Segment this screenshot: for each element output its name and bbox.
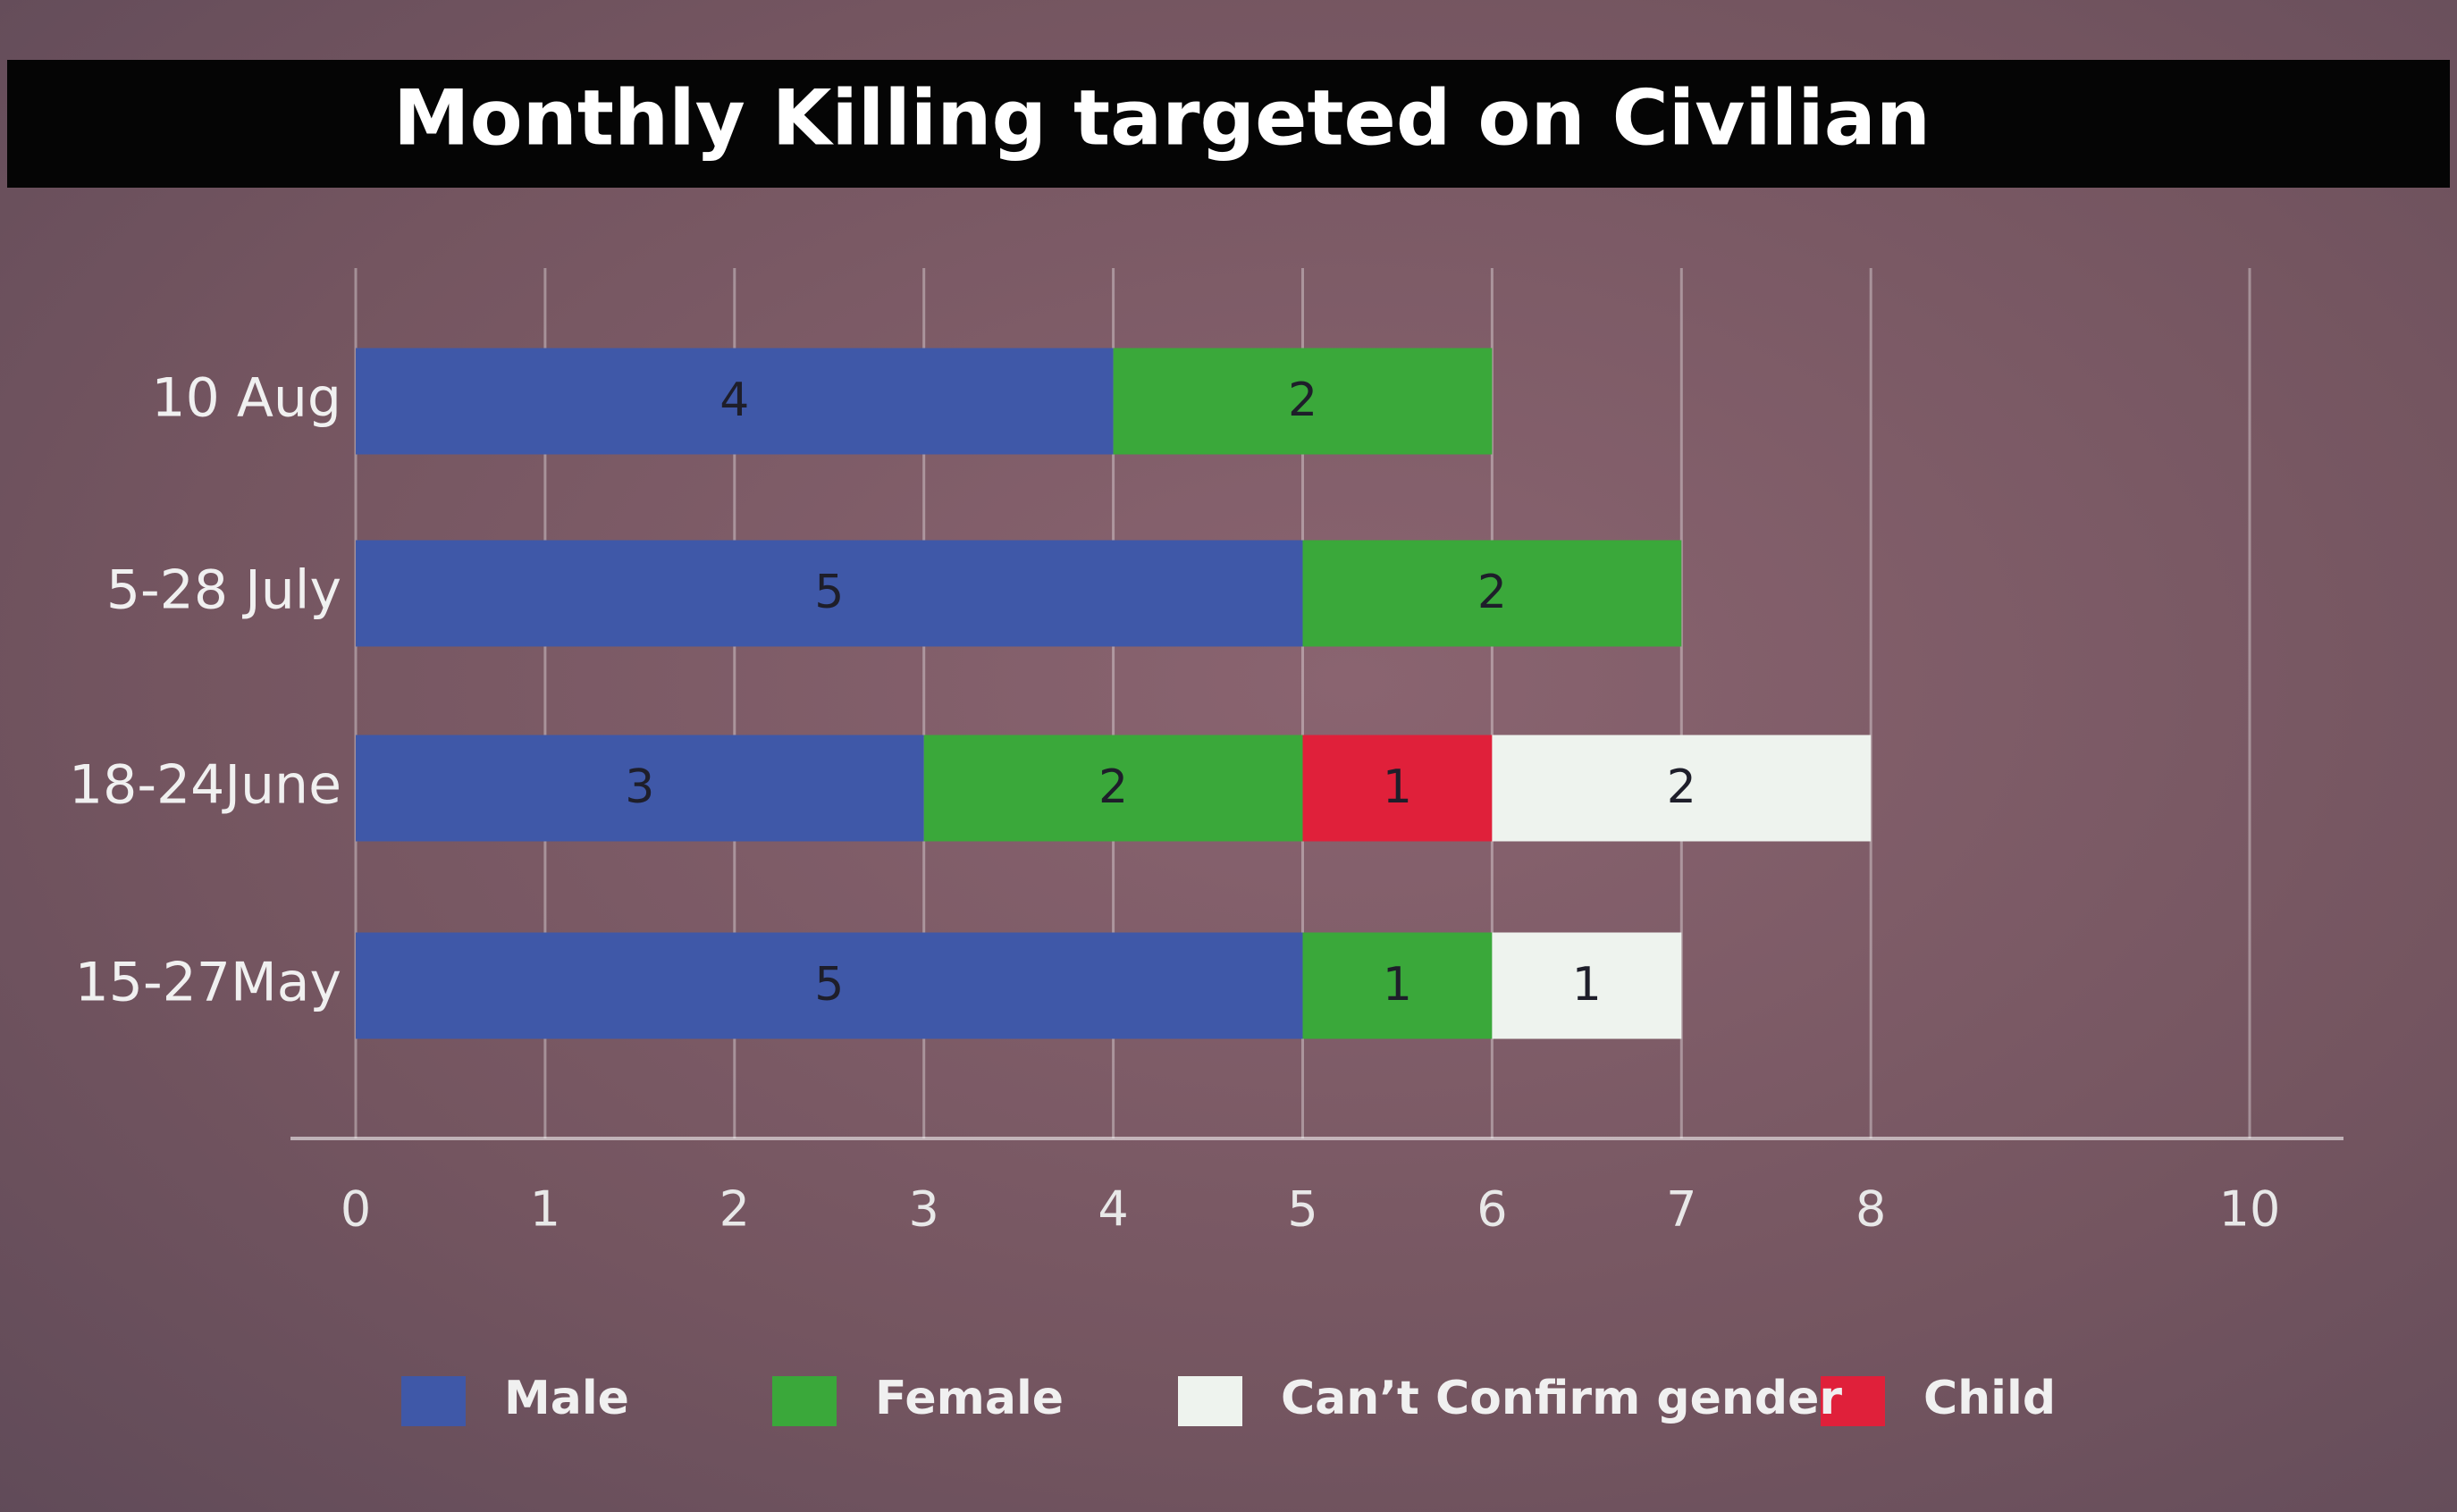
x-tick-label: 4 [1098,1181,1128,1238]
legend-label: Female [875,1372,1064,1425]
x-tick-label: 2 [719,1181,750,1238]
x-tick-label: 6 [1477,1181,1507,1238]
value-label: 1 [1383,760,1412,814]
value-label: 3 [625,760,654,814]
page: Monthly Killing targeted on Civilian 0 1 2… [0,0,2457,1512]
legend-swatch [401,1376,466,1426]
y-tick-label: 10 Aug [151,367,341,430]
x-tick-label: 7 [1666,1181,1696,1238]
chart: Monthly Killing targeted on Civilian 0 1 2… [0,0,2457,1512]
x-tick-label: 0 [341,1181,371,1238]
y-tick-label: 18-24June [69,754,341,817]
y-tick-label: 5-28 July [106,559,341,622]
x-tick-label: 3 [909,1181,939,1238]
legend-swatch [772,1376,837,1426]
value-label: 5 [814,566,844,619]
x-tick-label: 1 [530,1181,560,1238]
x-tick-label: 10 [2219,1181,2281,1238]
x-tick-label: 5 [1287,1181,1317,1238]
value-label: 4 [719,374,749,427]
legend-label: Male [504,1372,629,1425]
value-label: 2 [1098,760,1128,814]
legend-label: Can’t Confirm gender [1281,1372,1842,1425]
value-label: 1 [1572,958,1602,1012]
value-label: 1 [1383,958,1412,1012]
chart-title: Monthly Killing targeted on Civilian [393,73,1931,163]
value-label: 2 [1288,374,1317,427]
y-tick-label: 15-27May [75,952,341,1014]
legend-swatch [1178,1376,1242,1426]
value-label: 5 [814,958,844,1012]
legend-label: Child [1923,1372,2056,1425]
value-label: 2 [1477,566,1507,619]
value-label: 2 [1667,760,1696,814]
x-tick-label: 8 [1855,1181,1886,1238]
